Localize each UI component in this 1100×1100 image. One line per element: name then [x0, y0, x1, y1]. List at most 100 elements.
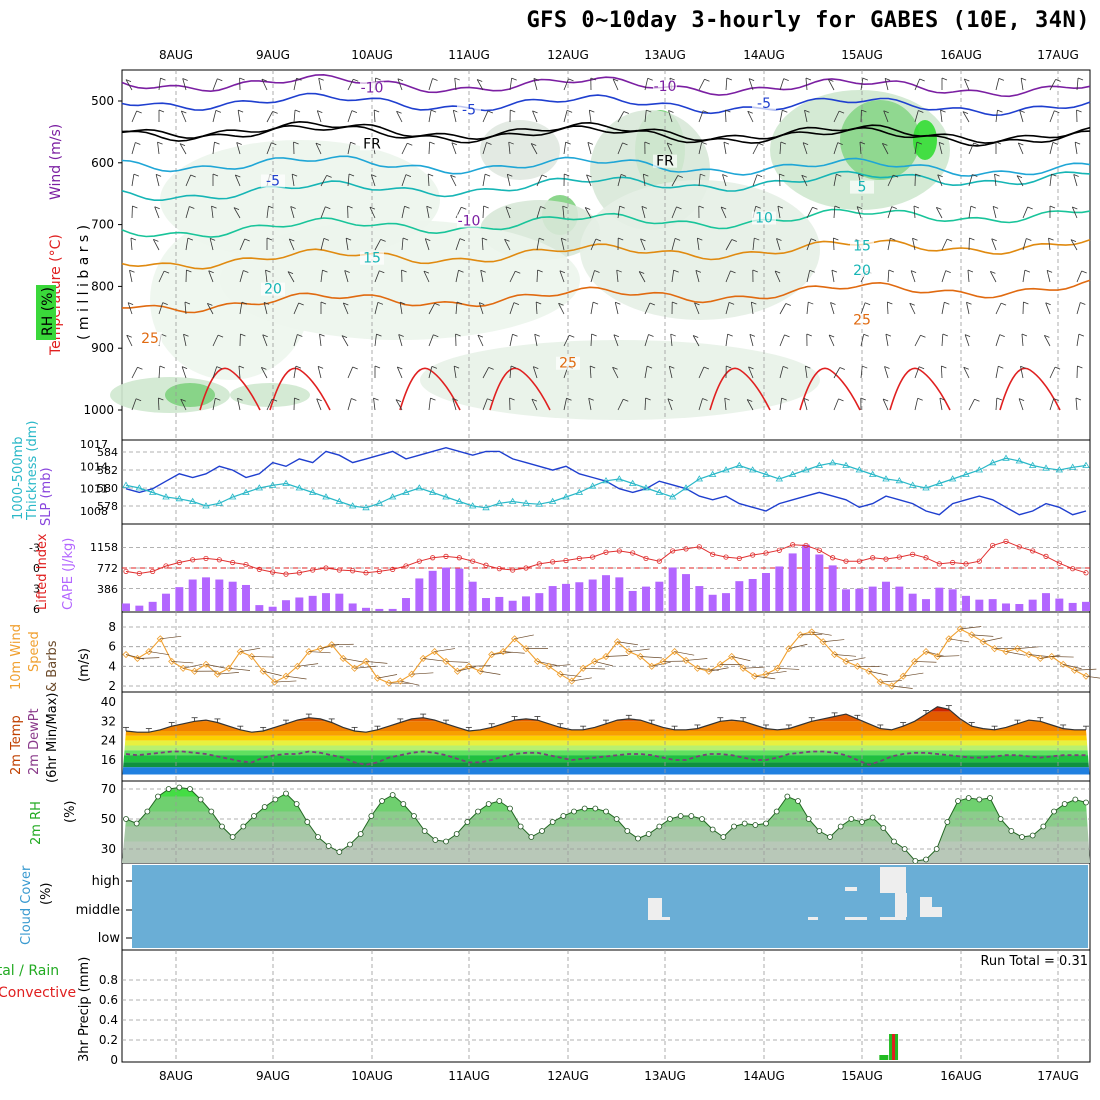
- rh-point: [208, 808, 215, 815]
- wind-barb-flag: [785, 303, 791, 306]
- wind-barb: [509, 302, 515, 315]
- wind-barb: [644, 397, 647, 411]
- rh-point: [752, 822, 759, 828]
- cape-bar: [522, 596, 530, 611]
- rh-point: [283, 790, 289, 797]
- lifted-index-point: [1070, 566, 1076, 572]
- wind-barb: [374, 302, 379, 315]
- lifted-index-point: [510, 567, 516, 573]
- wind-barb-flag: [998, 365, 1004, 369]
- wind-barb-flag: [1048, 237, 1054, 241]
- wind-barb-flag: [668, 110, 674, 113]
- wind-barb: [941, 238, 948, 251]
- wind-barb: [698, 366, 705, 379]
- wind-barb-flag: [240, 333, 246, 337]
- wind-barb: [590, 302, 594, 315]
- wind-barb-flag: [351, 110, 358, 114]
- contour-label-bg: [556, 356, 580, 370]
- thickness-point: [975, 466, 984, 473]
- ylabel-10m-wind: 10m Wind: [9, 624, 24, 690]
- wind-barb-flag: [508, 141, 514, 145]
- thickness-tick: 584: [97, 446, 118, 459]
- wind-barb: [802, 142, 808, 155]
- thickness-point: [735, 461, 744, 468]
- wind-barb: [509, 271, 516, 283]
- wind-barb-flag: [507, 173, 513, 177]
- wind-barb-flag: [964, 334, 971, 338]
- wind-barb-10m: [423, 658, 444, 662]
- wind-barb: [1076, 334, 1080, 347]
- wind-barb-flag: [755, 205, 761, 209]
- wind-barb-flag: [613, 334, 620, 338]
- wind-barb-flag: [838, 398, 844, 402]
- thickness-point: [322, 493, 330, 500]
- wind-barb: [401, 143, 408, 155]
- thickness-point: [948, 475, 957, 482]
- wind-barb-flag: [919, 78, 925, 82]
- rh-point: [453, 831, 460, 837]
- lifted-index-point: [843, 558, 849, 564]
- rh-point: [315, 834, 321, 840]
- thickness-point: [615, 475, 624, 482]
- wind-tick: 6: [108, 640, 116, 654]
- rh-point: [219, 823, 225, 830]
- wind-barb: [803, 398, 808, 411]
- rh-point: [560, 813, 567, 819]
- wind-barb-flag: [397, 366, 403, 370]
- temp-band: [122, 735, 1090, 741]
- wind-barb-flag: [702, 110, 709, 114]
- rh-shading: [580, 180, 820, 320]
- wind-barb-10m: [365, 661, 388, 664]
- wind-barb: [1046, 270, 1051, 283]
- thickness-point: [855, 466, 864, 473]
- rh-point: [1072, 796, 1079, 803]
- contour-label-bg: [360, 251, 384, 265]
- lifted-index-point: [470, 558, 476, 564]
- cape-bar: [1028, 599, 1037, 611]
- cape-bar: [282, 600, 290, 611]
- wind-barb-10m: [217, 672, 239, 675]
- wind-barb-flag: [380, 239, 386, 242]
- wind-barb-flag: [941, 365, 947, 369]
- wind-barb: [940, 365, 943, 379]
- rh-shading: [150, 220, 310, 380]
- wind-speed-point: [853, 662, 861, 670]
- wind-barb-flag: [533, 366, 539, 369]
- wind-barb-flag: [290, 206, 296, 209]
- wind-barb: [185, 238, 189, 251]
- wind-barb-flag: [261, 367, 267, 370]
- wind-barb-flag: [126, 334, 132, 338]
- wind-speed-point: [545, 662, 553, 670]
- wind-barb: [912, 238, 916, 251]
- wind-ylabel: 10m Wind Speed & Barbs (m/s): [9, 624, 92, 692]
- wind-barb: [262, 334, 268, 347]
- wind-barb-10m: [514, 634, 534, 640]
- lifted-index-point: [1083, 570, 1089, 576]
- ylabel-ms: (m/s): [77, 648, 92, 682]
- thickness-point: [442, 493, 450, 500]
- lifted-index-point: [430, 555, 436, 561]
- lifted-index-point: [950, 559, 956, 566]
- wind-barb: [454, 78, 457, 91]
- wind-barb-flag: [910, 270, 917, 274]
- wind-barb: [748, 366, 754, 379]
- wind-barb-10m: [617, 641, 638, 646]
- wind-speed-point: [911, 657, 919, 665]
- wind-barb-flag: [531, 143, 537, 146]
- thickness-point: [868, 470, 877, 477]
- contour-label-bg: [261, 174, 285, 188]
- wind-barb-flag: [973, 142, 979, 146]
- wind-barb: [509, 334, 513, 347]
- wind-barb-flag: [646, 365, 653, 369]
- wind-speed-point: [156, 635, 164, 643]
- wind-barb: [1022, 206, 1029, 219]
- wind-barb-flag: [569, 334, 575, 338]
- slp-tick: 1011: [80, 483, 108, 496]
- wind-barb-flag: [451, 142, 458, 146]
- wind-barb-flag: [405, 174, 412, 178]
- ylabel-slp: SLP (mb): [39, 467, 54, 526]
- lifted-index-point: [790, 542, 796, 548]
- wind-barb: [428, 398, 431, 411]
- wind-barb-flag: [456, 301, 463, 305]
- wind-speed-point: [431, 648, 439, 656]
